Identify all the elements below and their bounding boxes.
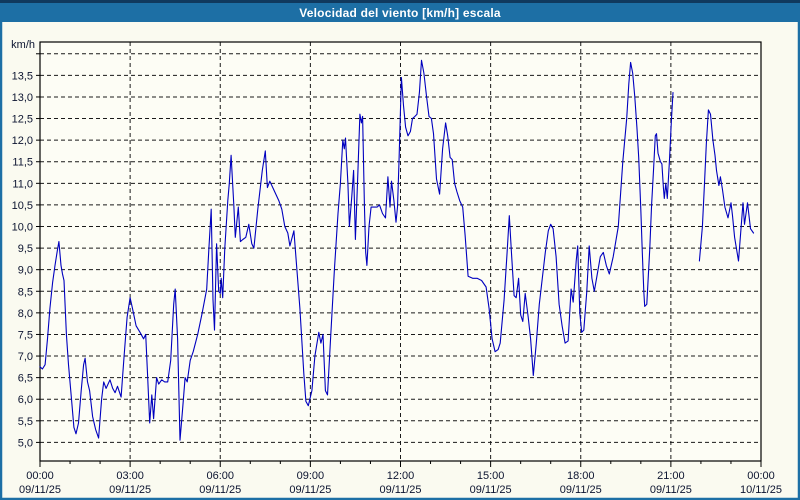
y-axis-label: 7,5 [18, 329, 33, 341]
y-axis-label: 12,5 [12, 114, 33, 126]
x-axis-time-label: 15:00 [477, 470, 505, 482]
x-axis-date-label: 09/11/25 [289, 484, 331, 496]
wind-speed-line-segment [698, 109, 755, 262]
x-axis-time-label: 06:00 [206, 470, 234, 482]
window-title-bar: Velocidad del viento [km/h] escala [0, 0, 800, 22]
y-axis-label: 13,5 [12, 70, 33, 82]
x-axis-date-label: 09/11/25 [379, 484, 421, 496]
y-axis-label: 8,5 [18, 286, 33, 298]
y-axis-label: 6,5 [18, 373, 33, 385]
x-axis-time-label: 00:00 [747, 470, 775, 482]
wind-speed-line-segment [39, 59, 674, 441]
x-axis-date-label: 09/11/25 [109, 484, 151, 496]
window-title: Velocidad del viento [km/h] escala [299, 5, 501, 20]
y-axis-label: 13,0 [12, 92, 33, 104]
x-axis-time-label: 09:00 [297, 470, 325, 482]
y-axis-label: 5,5 [18, 416, 33, 428]
x-axis-time-label: 12:00 [387, 470, 415, 482]
y-axis-label: 7,0 [18, 351, 33, 363]
x-axis-date-label: 09/11/25 [19, 484, 61, 496]
x-axis-date-label: 09/11/25 [470, 484, 512, 496]
x-axis-date-label: 09/11/25 [560, 484, 602, 496]
y-axis-label: 6,0 [18, 394, 33, 406]
x-axis-time-label: 21:00 [657, 470, 685, 482]
plot-border [39, 41, 762, 462]
y-axis-label: 10,5 [12, 200, 33, 212]
y-axis-label: 11,0 [12, 178, 33, 190]
x-axis-time-label: 03:00 [116, 470, 144, 482]
y-axis-label: 10,0 [12, 222, 33, 234]
y-axis-unit-label: km/h [11, 39, 35, 51]
y-axis-label: 11,5 [12, 157, 33, 169]
y-axis-label: 9,5 [18, 243, 33, 255]
x-axis-time-label: 00:00 [26, 470, 54, 482]
x-axis-time-label: 18:00 [567, 470, 595, 482]
y-axis-label: 9,0 [18, 265, 33, 277]
y-axis-label: 5,0 [18, 437, 33, 449]
y-axis-label: 8,0 [18, 308, 33, 320]
x-axis-date-label: 09/11/25 [199, 484, 241, 496]
x-axis-date-label: 10/11/25 [740, 484, 782, 496]
y-axis-label: 12,0 [12, 135, 33, 147]
x-axis-date-label: 09/11/25 [650, 484, 692, 496]
